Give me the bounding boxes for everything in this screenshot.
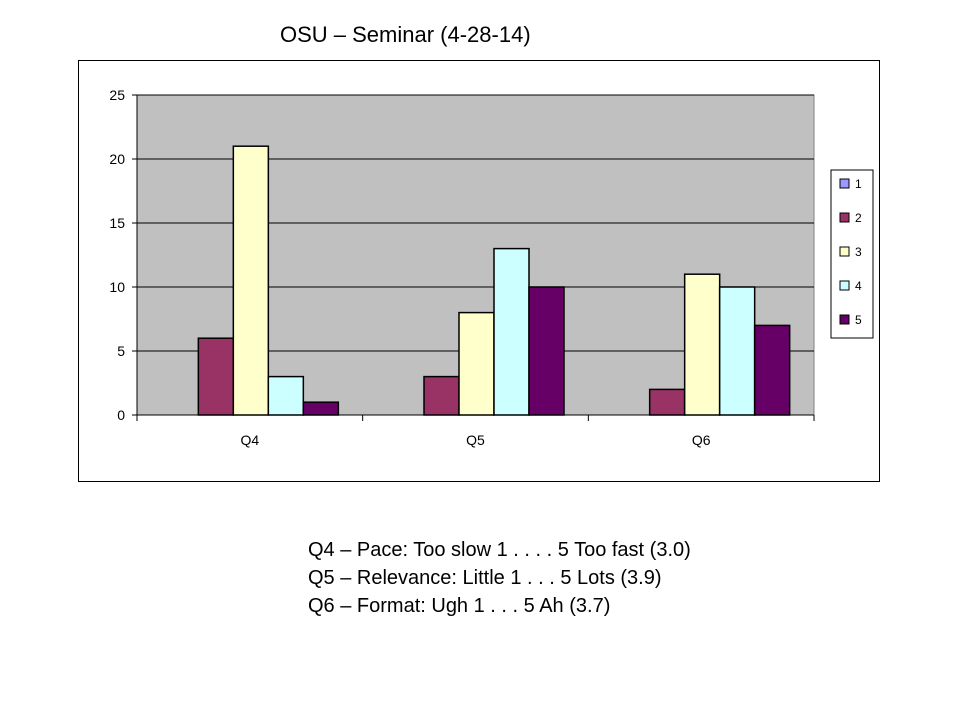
- y-tick-label: 10: [109, 279, 125, 295]
- bar-q5-2: [423, 375, 460, 416]
- x-tick-label: Q4: [240, 432, 259, 448]
- chart-svg: 0 5 10 15 20 25 Q4 Q5 Q6 1 2 3 4 5: [78, 60, 880, 482]
- bar-q4-5: [302, 401, 340, 416]
- bar-q6-4: [718, 286, 756, 416]
- legend-swatch-4: [839, 280, 850, 291]
- question-notes: Q4 – Pace: Too slow 1 . . . . 5 Too fast…: [308, 536, 691, 620]
- note-q4: Q4 – Pace: Too slow 1 . . . . 5 Too fast…: [308, 539, 691, 561]
- legend: [830, 169, 874, 339]
- y-tick-label: 5: [117, 343, 125, 359]
- legend-swatch-1: [839, 178, 850, 189]
- legend-swatch-3: [839, 246, 850, 257]
- legend-label-5: 5: [855, 313, 862, 327]
- y-tick-label: 20: [109, 151, 125, 167]
- legend-label-4: 4: [855, 279, 862, 293]
- legend-label-2: 2: [855, 211, 862, 225]
- slide-title: OSU – Seminar (4-28-14): [280, 22, 531, 47]
- legend-label-3: 3: [855, 245, 862, 259]
- bar-q4-3: [232, 145, 270, 416]
- note-q5: Q5 – Relevance: Little 1 . . . 5 Lots (3…: [308, 567, 662, 589]
- bar-q4-4: [267, 375, 305, 416]
- chart: 0 5 10 15 20 25 Q4 Q5 Q6 1 2 3 4 5: [78, 60, 880, 482]
- legend-swatch-5: [839, 314, 850, 325]
- bar-q4-2: [197, 337, 235, 416]
- note-q6: Q6 – Format: Ugh 1 . . . 5 Ah (3.7): [308, 595, 611, 617]
- legend-swatch-2: [839, 212, 850, 223]
- bar-q5-4: [493, 247, 530, 416]
- bar-q6-3: [683, 273, 721, 416]
- bar-q5-5: [528, 286, 565, 416]
- bar-q6-2: [648, 388, 686, 416]
- bar-q6-5: [753, 324, 791, 416]
- y-tick-label: 15: [109, 215, 125, 231]
- y-tick-label: 25: [109, 87, 125, 103]
- bar-q5-3: [458, 311, 495, 416]
- x-tick-label: Q6: [692, 432, 711, 448]
- x-tick-label: Q5: [466, 432, 485, 448]
- legend-label-1: 1: [855, 177, 862, 191]
- y-tick-label: 0: [117, 407, 125, 423]
